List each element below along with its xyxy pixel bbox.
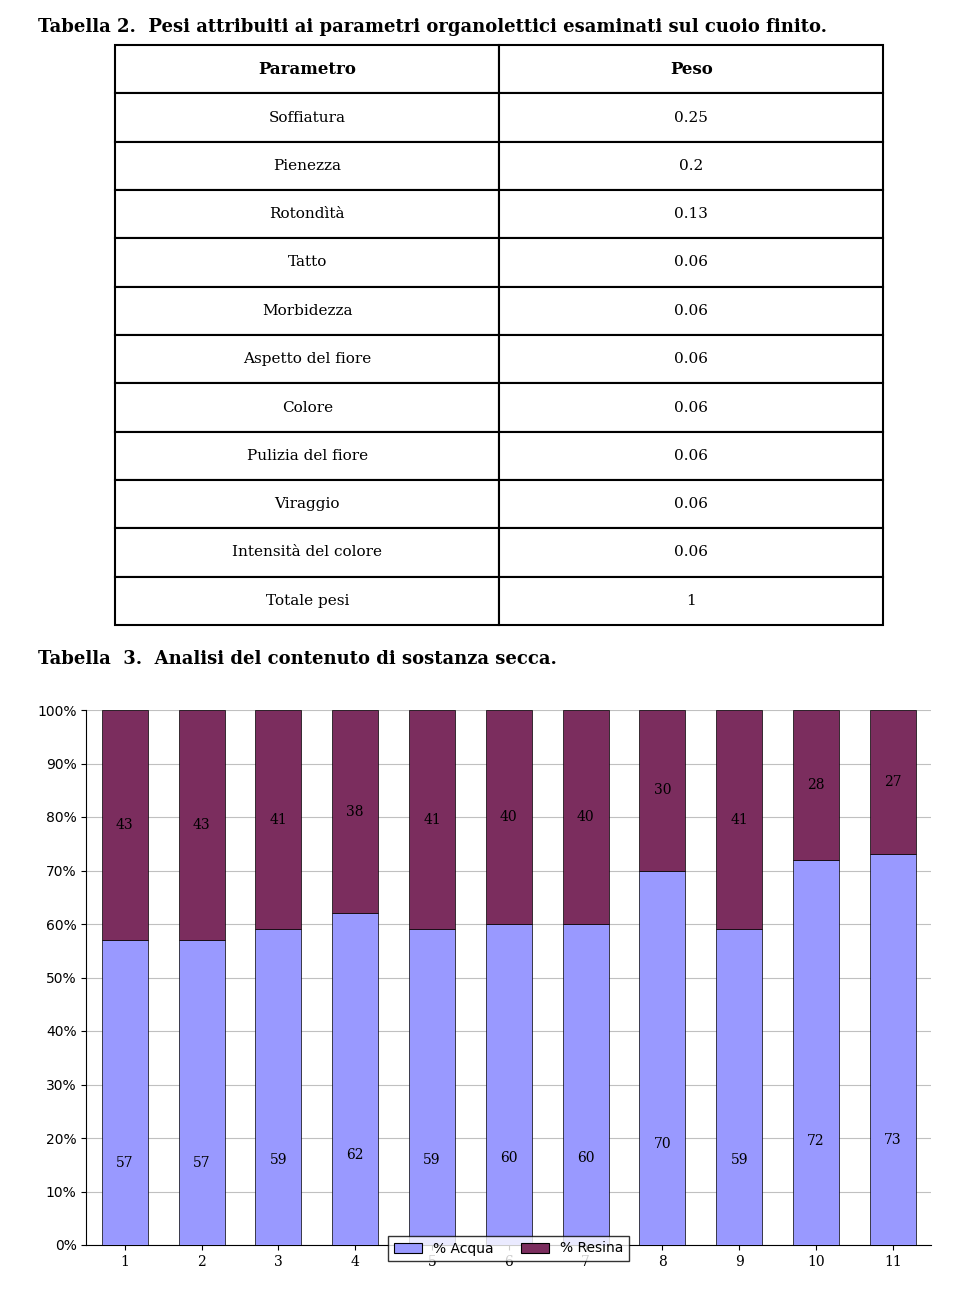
Text: 1: 1 <box>686 594 696 608</box>
Text: Tatto: Tatto <box>287 255 327 270</box>
Text: 40: 40 <box>500 810 517 824</box>
Text: 0.06: 0.06 <box>674 303 708 318</box>
Text: 73: 73 <box>884 1133 901 1147</box>
Text: 70: 70 <box>654 1137 671 1151</box>
Bar <box>499 141 883 191</box>
Bar <box>793 710 839 859</box>
Text: Totale pesi: Totale pesi <box>266 594 348 608</box>
Bar <box>486 924 532 1245</box>
Bar <box>179 710 225 940</box>
Bar <box>332 710 378 914</box>
Text: 72: 72 <box>807 1134 825 1148</box>
Bar <box>115 141 499 191</box>
Text: 59: 59 <box>731 1152 748 1166</box>
Bar <box>115 191 499 238</box>
Text: Aspetto del fiore: Aspetto del fiore <box>243 353 372 367</box>
Bar <box>115 286 499 334</box>
Text: 41: 41 <box>731 813 748 827</box>
Bar <box>499 384 883 432</box>
Text: 59: 59 <box>423 1152 441 1166</box>
Bar <box>793 859 839 1245</box>
Text: 60: 60 <box>500 1151 517 1165</box>
Bar <box>499 238 883 286</box>
Text: Tabella  3.  Analisi del contenuto di sostanza secca.: Tabella 3. Analisi del contenuto di sost… <box>38 651 557 667</box>
Text: Morbidezza: Morbidezza <box>262 303 352 318</box>
Bar <box>499 286 883 334</box>
Bar <box>870 710 916 854</box>
Bar <box>102 710 148 940</box>
Bar <box>716 929 762 1245</box>
Bar <box>563 924 609 1245</box>
Bar <box>115 45 499 93</box>
Bar <box>102 940 148 1245</box>
Bar <box>499 480 883 529</box>
Text: 60: 60 <box>577 1151 594 1165</box>
Bar <box>115 238 499 286</box>
Text: 0.06: 0.06 <box>674 353 708 367</box>
Bar <box>115 529 499 577</box>
Bar <box>332 914 378 1245</box>
Text: 43: 43 <box>116 818 133 832</box>
Bar <box>870 854 916 1245</box>
Text: 57: 57 <box>193 1156 210 1170</box>
Bar <box>499 191 883 238</box>
Bar <box>716 710 762 929</box>
Bar <box>499 45 883 93</box>
Text: 0.06: 0.06 <box>674 400 708 415</box>
Text: Pulizia del fiore: Pulizia del fiore <box>247 448 368 463</box>
Text: Intensità del colore: Intensità del colore <box>232 546 382 560</box>
Bar <box>639 871 685 1245</box>
Text: 27: 27 <box>884 775 901 789</box>
Bar <box>255 929 301 1245</box>
Legend: % Acqua, % Resina: % Acqua, % Resina <box>389 1236 629 1261</box>
Text: 43: 43 <box>193 818 210 832</box>
Bar <box>639 710 685 871</box>
Bar <box>115 480 499 529</box>
Text: 0.06: 0.06 <box>674 498 708 511</box>
Bar <box>115 432 499 480</box>
Bar <box>115 384 499 432</box>
Bar <box>499 432 883 480</box>
Text: Tabella 2.  Pesi attribuiti ai parametri organolettici esaminati sul cuoio finit: Tabella 2. Pesi attribuiti ai parametri … <box>38 18 828 36</box>
Text: 38: 38 <box>347 805 364 819</box>
Text: Viraggio: Viraggio <box>275 498 340 511</box>
Text: 0.06: 0.06 <box>674 448 708 463</box>
Bar <box>179 940 225 1245</box>
Text: Colore: Colore <box>281 400 333 415</box>
Bar <box>499 577 883 625</box>
Text: 28: 28 <box>807 778 825 792</box>
Text: 41: 41 <box>270 813 287 827</box>
Text: 0.2: 0.2 <box>679 159 704 172</box>
Bar <box>409 710 455 929</box>
Bar <box>409 929 455 1245</box>
Text: 41: 41 <box>423 813 441 827</box>
Text: Parametro: Parametro <box>258 61 356 78</box>
Bar <box>499 334 883 384</box>
Bar <box>115 334 499 384</box>
Bar <box>499 93 883 141</box>
Text: Peso: Peso <box>670 61 712 78</box>
Text: 57: 57 <box>116 1156 133 1170</box>
Text: 40: 40 <box>577 810 594 824</box>
Bar <box>486 710 532 924</box>
Bar <box>563 710 609 924</box>
Text: 0.13: 0.13 <box>674 207 708 222</box>
Text: 59: 59 <box>270 1152 287 1166</box>
Bar <box>115 93 499 141</box>
Text: Pienezza: Pienezza <box>274 159 341 172</box>
Text: Soffiatura: Soffiatura <box>269 110 346 124</box>
Bar <box>499 529 883 577</box>
Text: 30: 30 <box>654 783 671 797</box>
Text: 0.25: 0.25 <box>674 110 708 124</box>
Bar <box>255 710 301 929</box>
Text: Rotondìtà: Rotondìtà <box>270 207 345 222</box>
Text: 0.06: 0.06 <box>674 546 708 560</box>
Bar <box>115 577 499 625</box>
Text: 62: 62 <box>347 1148 364 1163</box>
Text: 0.06: 0.06 <box>674 255 708 270</box>
